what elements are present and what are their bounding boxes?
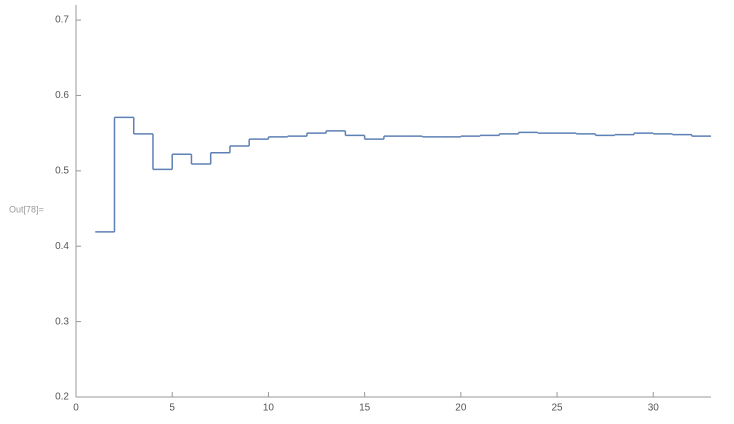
y-tick-label: 0.5 [55, 165, 69, 176]
x-tick-label: 5 [169, 403, 175, 414]
y-tick-label: 0.7 [55, 15, 69, 26]
x-tick-label: 20 [455, 403, 467, 414]
x-tick-label: 0 [73, 403, 79, 414]
x-tick-label: 25 [551, 403, 563, 414]
x-tick-label: 30 [648, 403, 660, 414]
y-tick-label: 0.4 [55, 241, 69, 252]
y-tick-label: 0.2 [55, 392, 69, 403]
y-tick-label: 0.3 [55, 316, 69, 327]
x-tick-label: 10 [263, 403, 275, 414]
x-tick-label: 15 [359, 403, 371, 414]
y-tick-label: 0.6 [55, 90, 69, 101]
output-label: Out[78]= [9, 204, 44, 214]
